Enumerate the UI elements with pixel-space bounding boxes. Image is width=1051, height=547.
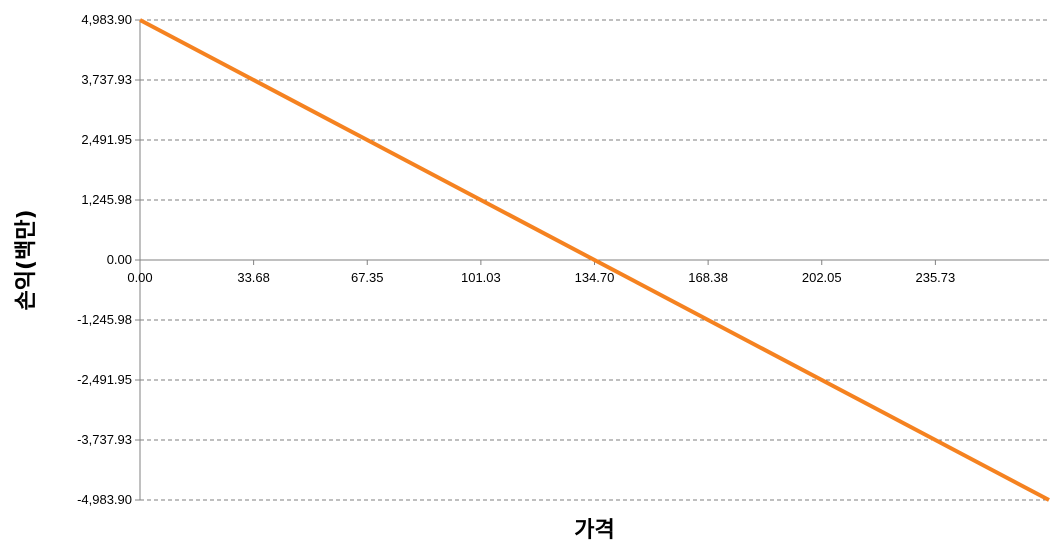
y-tick-label: 0.00 [107,252,132,267]
y-tick-label: 4,983.90 [81,12,132,27]
y-tick-label: -1,245.98 [77,312,132,327]
grid-lines [140,19,1049,501]
series-layer [139,18,1050,502]
x-tick-label: 134.70 [575,270,615,285]
x-tick-label: 235.73 [915,270,955,285]
x-tick-label: 33.68 [237,270,270,285]
x-tick-label: 0.00 [127,270,152,285]
y-tick-labels: 4,983.90 3,737.93 2,491.95 1,245.98 0.00 -1,2… [77,12,140,507]
y-tick-label: -4,983.90 [77,492,132,507]
y-tick-label: 2,491.95 [81,132,132,147]
y-tick-label: 3,737.93 [81,72,132,87]
x-tick-labels: 0.00 33.68 67.35 101.03 134.70 168.38 202.05 23… [127,259,1049,285]
x-tick-label: 101.03 [461,270,501,285]
y-tick-label: -2,491.95 [77,372,132,387]
y-axis-title: 손익(백만) [14,209,39,310]
pnl-series-line [139,18,1050,502]
x-axis-title: 가격 [574,518,614,543]
x-tick-label: 168.38 [688,270,728,285]
y-tick-label: -3,737.93 [77,432,132,447]
x-tick-label: 67.35 [351,270,384,285]
y-tick-label: 1,245.98 [81,192,132,207]
x-tick-label: 202.05 [802,270,842,285]
